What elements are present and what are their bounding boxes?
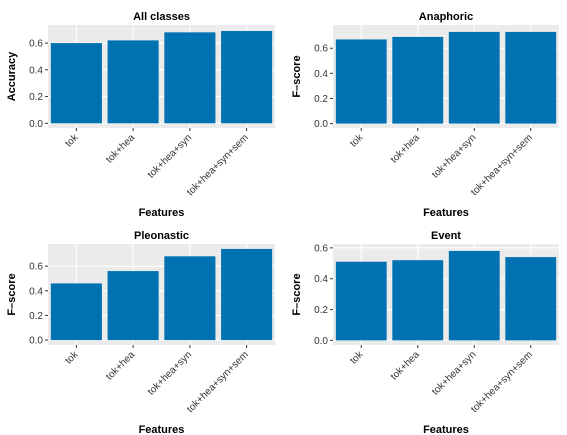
- bar-tok+hea: [392, 36, 444, 124]
- bar-tok+hea+syn: [164, 32, 216, 124]
- x-tick-label: tok+hea+syn+sem: [185, 132, 251, 198]
- y-tick-label: 0.0: [314, 336, 328, 347]
- y-tick-label: 0.4: [314, 69, 328, 80]
- y-axis-title: Accuracy: [6, 51, 18, 101]
- bar-tok+hea+syn: [448, 250, 500, 341]
- y-tick-label: 0.6: [29, 39, 43, 50]
- y-tick-label: 0.6: [314, 243, 328, 254]
- y-tick-label: 0.4: [29, 286, 43, 297]
- y-tick-label: 0.0: [29, 336, 43, 347]
- bar-tok+hea: [107, 271, 159, 341]
- x-axis-title: Features: [423, 424, 469, 435]
- bar-tok: [50, 43, 102, 124]
- y-tick-label: 0.2: [314, 94, 328, 105]
- panel-2: 0.0 0.2 0.4 0.6 tok tok+hea tok+hea+syntok+hea…: [291, 11, 559, 219]
- panel-title: All classes: [133, 11, 190, 23]
- y-tick-label: 0.4: [314, 274, 328, 285]
- y-tick-label: 0.6: [29, 262, 43, 273]
- bar-tok: [335, 39, 387, 124]
- y-axis-title: F–score: [291, 55, 303, 97]
- x-tick-label: tok: [348, 349, 366, 367]
- x-tick-label: tok+hea+syn: [430, 132, 478, 180]
- bar-tok+hea+syn: [164, 256, 216, 341]
- bar-tok+hea+syn+sem: [221, 31, 273, 124]
- x-tick-label: tok+hea+syn: [146, 349, 194, 397]
- bar-tok+hea: [392, 260, 444, 341]
- y-axis-title: F–score: [6, 273, 18, 315]
- x-tick-label: tok+hea+syn+sem: [469, 132, 535, 198]
- y-tick-label: 0.0: [314, 119, 328, 130]
- bar-tok+hea: [107, 40, 159, 124]
- panel-title: Pleonastic: [134, 230, 189, 242]
- bar-tok+hea+syn+sem: [221, 248, 273, 341]
- panel-1: 0.0 0.2 0.4 0.6 tok tok+hea tok+hea+syntok+hea…: [6, 11, 275, 219]
- bar-tok: [335, 261, 387, 341]
- x-tick-label: tok+hea+syn: [146, 132, 194, 180]
- panel-4: 0.0 0.2 0.4 0.6 tok tok+hea tok+hea+syntok+hea…: [291, 230, 559, 435]
- x-tick-label: tok: [63, 132, 81, 150]
- x-tick-label: tok+hea: [104, 132, 137, 165]
- x-tick-label: tok+hea+syn+sem: [185, 349, 251, 415]
- bar-tok: [50, 283, 102, 341]
- panel-3: 0.0 0.2 0.4 0.6 tok tok+hea tok+hea+syntok+hea…: [6, 230, 275, 435]
- x-tick-label: tok: [63, 349, 81, 367]
- x-tick-label: tok+hea: [389, 132, 422, 165]
- y-tick-label: 0.2: [29, 311, 43, 322]
- bar-tok+hea+syn+sem: [505, 257, 557, 341]
- x-tick-label: tok+hea: [104, 349, 137, 382]
- x-tick-label: tok+hea: [389, 349, 422, 382]
- y-tick-label: 0.4: [29, 65, 43, 76]
- bar-tok+hea+syn+sem: [505, 31, 557, 124]
- panel-title: Event: [431, 230, 461, 242]
- y-tick-label: 0.2: [314, 305, 328, 316]
- x-axis-title: Features: [139, 424, 185, 435]
- y-axis-title: F–score: [291, 273, 303, 315]
- x-tick-label: tok+hea+syn: [430, 349, 478, 397]
- x-tick-label: tok: [348, 132, 366, 150]
- x-axis-title: Features: [423, 207, 469, 219]
- y-tick-label: 0.0: [29, 119, 43, 130]
- y-tick-label: 0.6: [314, 44, 328, 55]
- panel-title: Anaphoric: [419, 11, 473, 23]
- x-tick-label: tok+hea+syn+sem: [469, 349, 535, 415]
- y-tick-label: 0.2: [29, 92, 43, 103]
- bar-tok+hea+syn: [448, 31, 500, 124]
- x-axis-title: Features: [139, 207, 185, 219]
